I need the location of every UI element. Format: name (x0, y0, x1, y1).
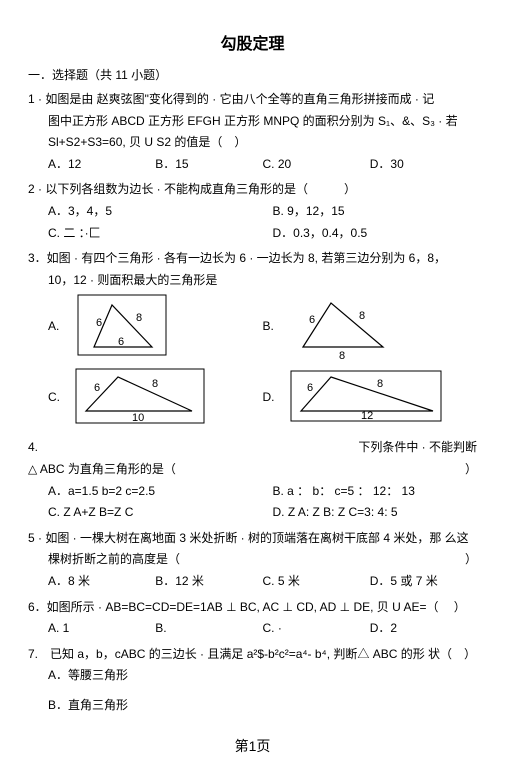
page-title: 勾股定理 (28, 30, 477, 54)
tri-b-right: 8 (359, 310, 365, 322)
q4-opt-a: A．a=1.5 b=2 c=2.5 (28, 481, 253, 503)
q4-lead-row: 4. 下列条件中 · 不能判断 (28, 437, 477, 459)
q1-opt-a: A．12 (48, 154, 155, 176)
q5-opt-c: C. 5 米 (263, 571, 370, 593)
tri-c-left: 6 (94, 382, 100, 394)
q1-line2: 图中正方形 ABCD 正方形 EFGH 正方形 MNPQ 的面积分别为 S₁、&… (28, 111, 477, 133)
q5-opt-d: D．5 或 7 米 (370, 571, 477, 593)
tri-d-label: D. (263, 387, 287, 409)
q2: 2 · 以下列各组数为边长 · 不能构成直角三角形的是（ ） A．3，4，5 B… (28, 179, 477, 244)
q2-opt-c: C. 二 ：·匚 (28, 223, 253, 245)
q4-tail: 下列条件中 · 不能判断 (358, 437, 477, 459)
q1-options: A．12 B．15 C. 20 D．30 (28, 154, 477, 176)
q5-opt-b: B．12 米 (155, 571, 262, 593)
q1-opt-d: D．30 (370, 154, 477, 176)
tri-d-bottom: 12 (361, 410, 373, 422)
q7-opt-a: A．等腰三角形 (28, 665, 477, 687)
q6: 6．如图所示 · AB=BC=CD=DE=1AB ⊥ BC, AC ⊥ CD, … (28, 597, 477, 640)
q6-opt-c: C. · (263, 618, 370, 640)
q4-opt-c: C. Z A+Z B=Z C (28, 502, 253, 524)
q4-opt-d: D. Z A: Z B: Z C=3: 4: 5 (253, 502, 478, 524)
q3: 3．如图 · 有四个三角形 · 各有一边长为 6 · 一边长为 8, 若第三边分… (28, 248, 477, 433)
q3-triangles: A. 6 8 6 B. 6 8 8 C. (28, 291, 477, 433)
tri-b-bottom: 8 (339, 350, 345, 361)
page-container: 勾股定理 一．选择题（共 11 小题） 1 · 如图是由 赵爽弦图"变化得到的 … (0, 0, 505, 766)
q1-line3: Sl+S2+S3=60, 贝 U S2 的值是（ ） (28, 132, 477, 154)
tri-d-right: 8 (377, 378, 383, 390)
q5-options: A．8 米 B．12 米 C. 5 米 D．5 或 7 米 (28, 571, 477, 593)
q1: 1 · 如图是由 赵爽弦图"变化得到的 · 它由八个全等的直角三角形拼接而成 ·… (28, 89, 477, 175)
q6-line1: 6．如图所示 · AB=BC=CD=DE=1AB ⊥ BC, AC ⊥ CD, … (28, 597, 477, 619)
q6-opt-d: D．2 (370, 618, 477, 640)
q4-line2-row: △ ABC 为直角三角形的是（ ） (28, 459, 477, 481)
tri-c-cell: C. 6 8 10 (48, 367, 263, 427)
triangle-a-icon: 6 8 6 (72, 291, 172, 361)
triangle-c-icon: 6 8 10 (72, 367, 212, 427)
q2-opt-b: B. 9，12，15 (253, 201, 478, 223)
tri-b-cell: B. 6 8 8 (263, 291, 478, 361)
q4-row2: C. Z A+Z B=Z C D. Z A: Z B: Z C=3: 4: 5 (28, 502, 477, 524)
q7-line1: 7. 已知 a，b，cABC 的三边长 · 且满足 a²$-b²c²=a⁴- b… (28, 644, 477, 666)
q1-opt-c: C. 20 (263, 154, 370, 176)
q4-row1: A．a=1.5 b=2 c=2.5 B. a ： b： c=5 ： 12： 13 (28, 481, 477, 503)
q6-opt-b: B. (155, 618, 262, 640)
q5-line2-row: 棵树折断之前的高度是（ ） (28, 549, 477, 571)
q5-rparen: ） (465, 549, 477, 571)
q2-opt-a: A．3，4，5 (28, 201, 253, 223)
q2-row1: A．3，4，5 B. 9，12，15 (28, 201, 477, 223)
page-footer: 第1页 (28, 736, 477, 756)
q3-line1: 3．如图 · 有四个三角形 · 各有一边长为 6 · 一边长为 8, 若第三边分… (28, 248, 477, 270)
q6-options: A. 1 B. C. · D．2 (28, 618, 477, 640)
section-header: 一．选择题（共 11 小题） (28, 66, 477, 83)
q3-line2: 10，12 · 则面积最大的三角形是 (28, 270, 477, 292)
tri-d-left: 6 (307, 382, 313, 394)
q5-line2: 棵树折断之前的高度是（ (48, 549, 180, 571)
q2-opt-d: D．0.3，0.4，0.5 (253, 223, 478, 245)
q6-opt-a: A. 1 (48, 618, 155, 640)
q1-opt-b: B．15 (155, 154, 262, 176)
tri-c-label: C. (48, 387, 72, 409)
triangle-d-icon: 6 8 12 (287, 369, 447, 425)
q5: 5 · 如图 · 一棵大树在离地面 3 米处折断 · 树的顶端落在离树干底部 4… (28, 528, 477, 593)
tri-a-bottom: 6 (118, 336, 124, 348)
q7-opt-b: B．直角三角形 (28, 695, 477, 717)
tri-c-right: 8 (152, 378, 158, 390)
q4: 4. 下列条件中 · 不能判断 △ ABC 为直角三角形的是（ ） A．a=1.… (28, 437, 477, 523)
q4-lead: 4. (28, 437, 38, 459)
tri-d-cell: D. 6 8 12 (263, 367, 478, 427)
tri-a-cell: A. 6 8 6 (48, 291, 263, 361)
tri-a-left: 6 (96, 317, 102, 329)
q1-line1: 1 · 如图是由 赵爽弦图"变化得到的 · 它由八个全等的直角三角形拼接而成 ·… (28, 89, 477, 111)
q4-line2: △ ABC 为直角三角形的是（ (28, 459, 176, 481)
q5-line1: 5 · 如图 · 一棵大树在离地面 3 米处折断 · 树的顶端落在离树干底部 4… (28, 528, 477, 550)
tri-b-left: 6 (309, 314, 315, 326)
q4-opt-b: B. a ： b： c=5 ： 12： 13 (253, 481, 478, 503)
q7: 7. 已知 a，b，cABC 的三边长 · 且满足 a²$-b²c²=a⁴- b… (28, 644, 477, 717)
tri-a-right: 8 (136, 312, 142, 324)
q4-rparen: ） (465, 459, 477, 481)
tri-c-bottom: 10 (132, 412, 144, 424)
q5-opt-a: A．8 米 (48, 571, 155, 593)
triangle-b-icon: 6 8 8 (287, 291, 397, 361)
tri-a-label: A. (48, 316, 72, 338)
tri-b-label: B. (263, 316, 287, 338)
q2-stem: 2 · 以下列各组数为边长 · 不能构成直角三角形的是（ ） (28, 179, 477, 201)
q2-row2: C. 二 ：·匚 D．0.3，0.4，0.5 (28, 223, 477, 245)
